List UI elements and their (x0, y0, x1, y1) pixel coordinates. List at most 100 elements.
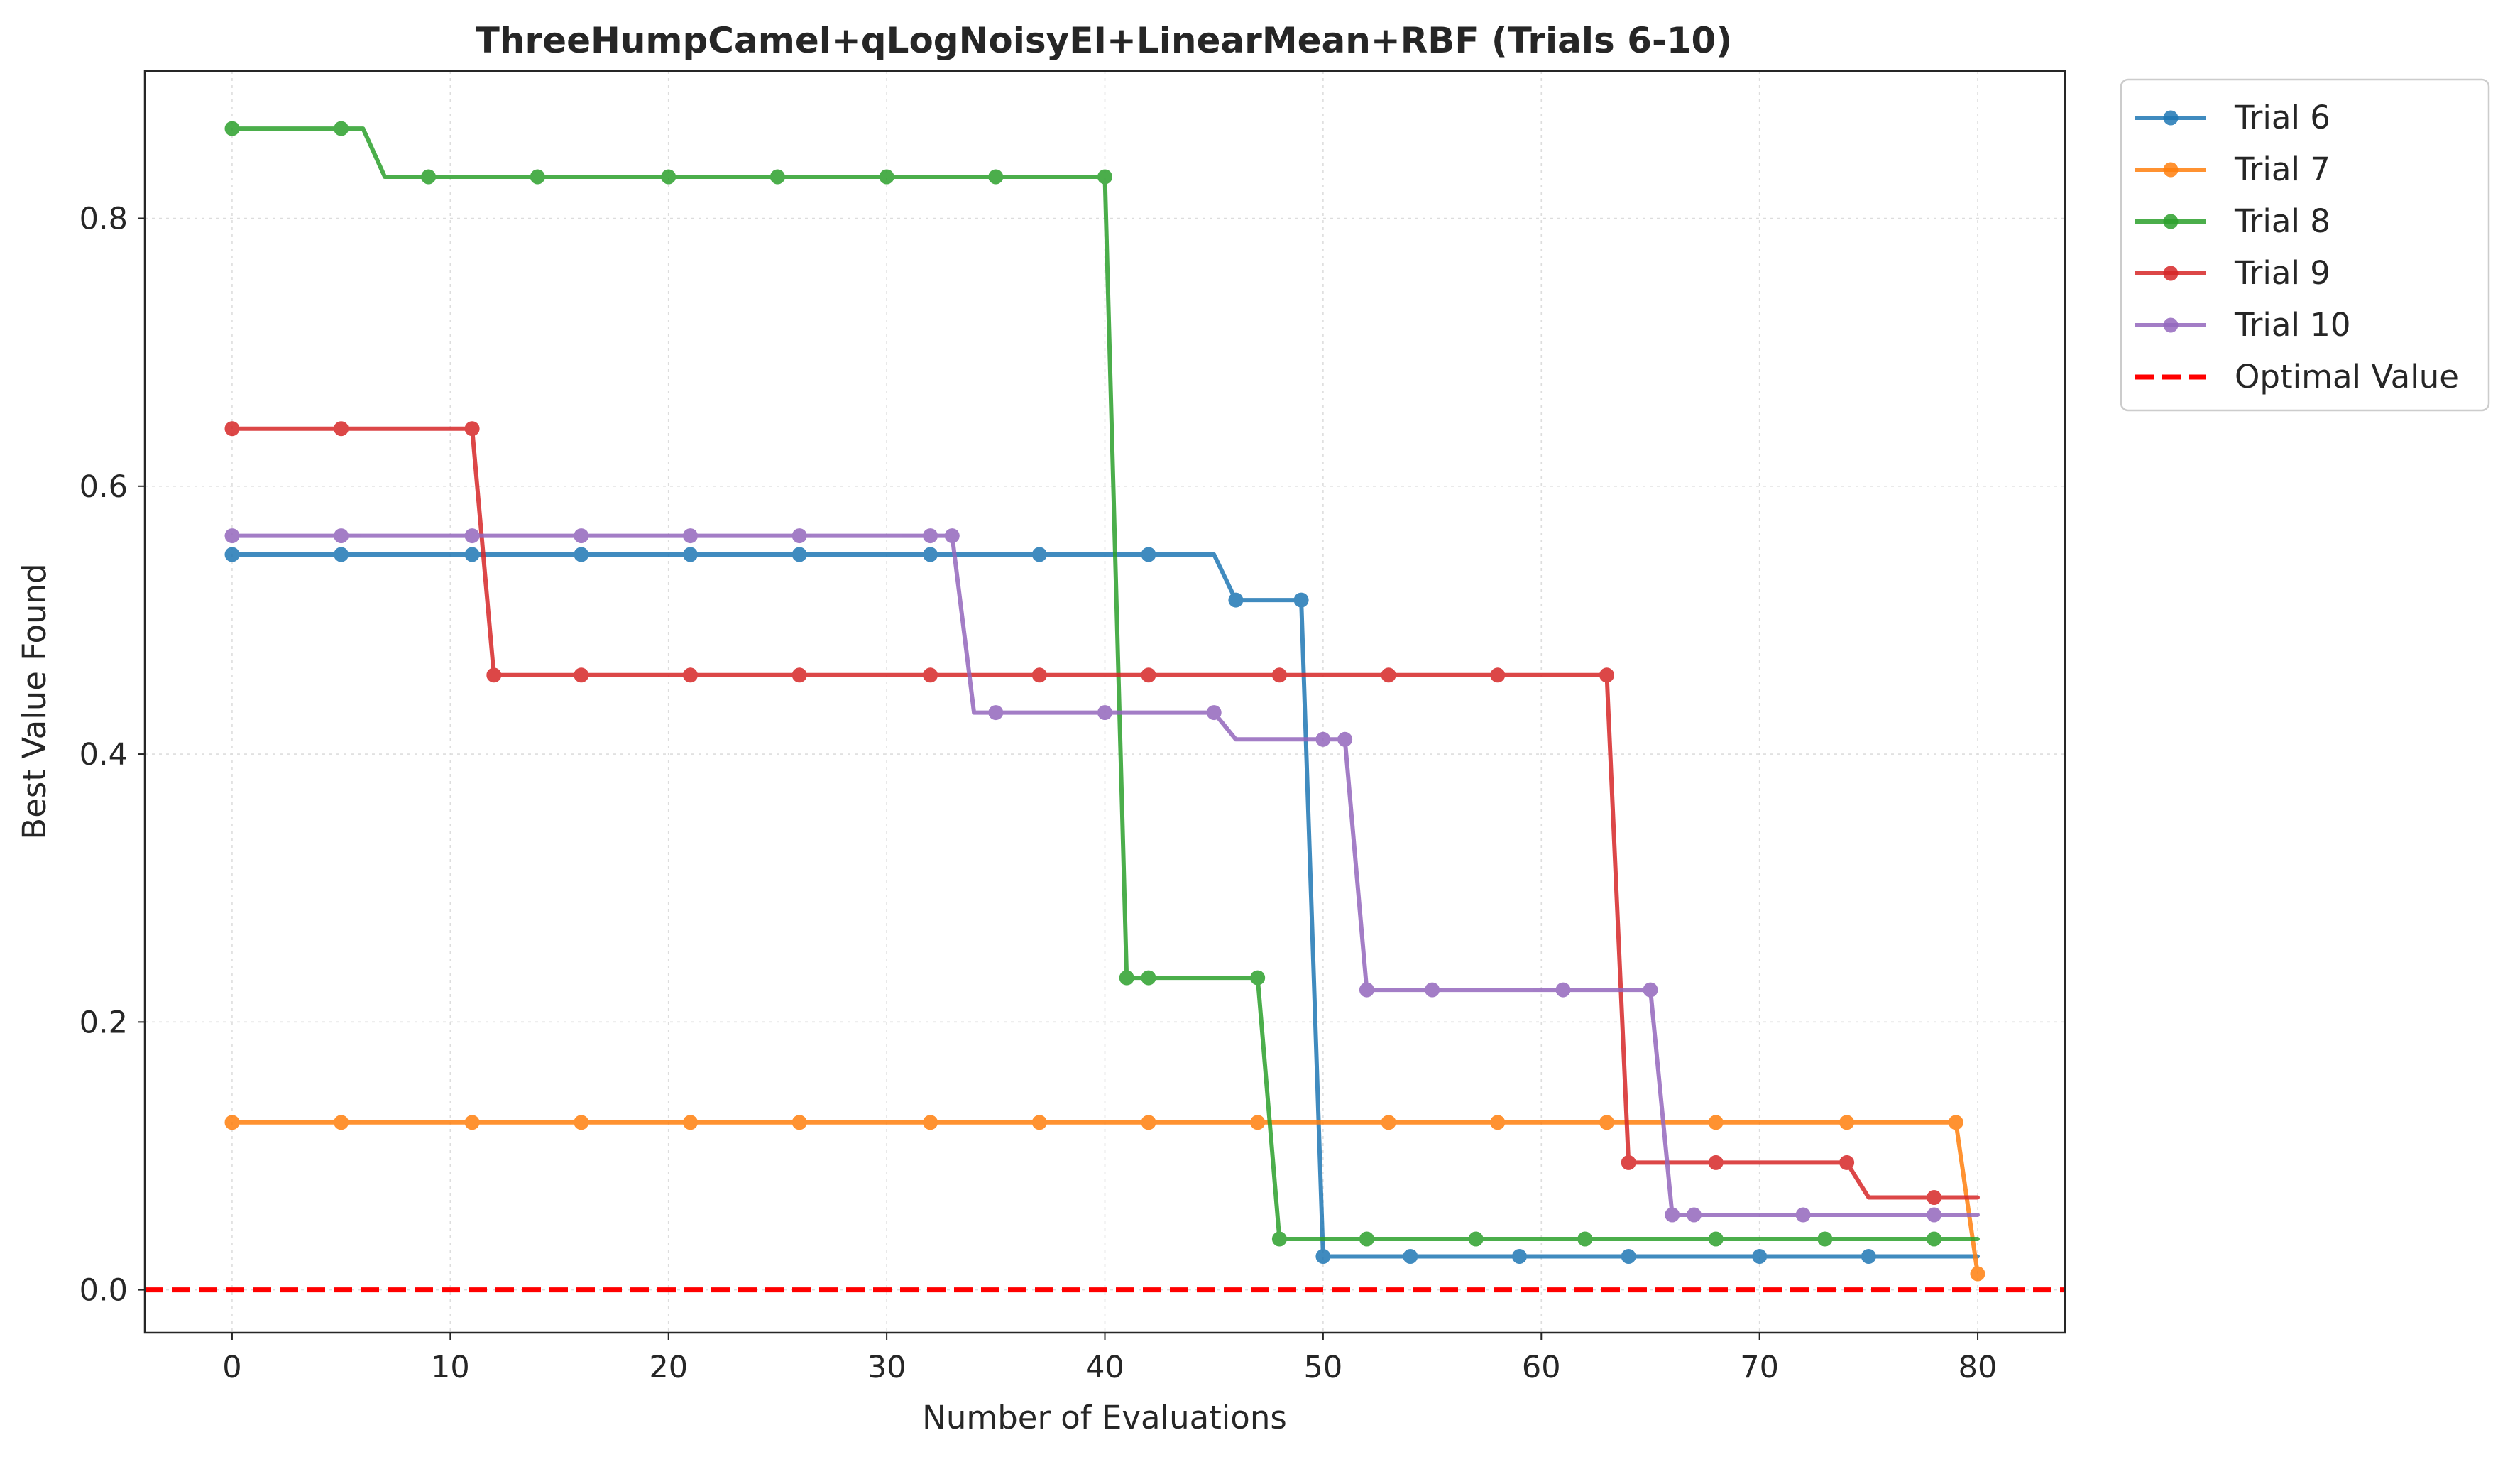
data-point (574, 667, 589, 683)
data-point (1665, 1207, 1680, 1223)
data-point (464, 547, 480, 562)
x-tick-label: 40 (1085, 1350, 1124, 1385)
legend-entry: Trial 8 (2135, 202, 2330, 240)
series-trial-10 (224, 528, 1980, 1223)
data-point (421, 169, 437, 185)
data-point (574, 547, 589, 562)
data-point (334, 421, 349, 437)
data-point (1031, 1115, 1047, 1130)
data-point (923, 1115, 938, 1130)
data-point (1621, 1155, 1636, 1170)
series-line (230, 533, 1980, 1217)
legend-marker (2163, 110, 2179, 126)
data-point (464, 528, 480, 544)
data-point (334, 528, 349, 544)
data-point (791, 667, 807, 683)
data-point (1031, 547, 1047, 562)
data-point (923, 667, 938, 683)
x-tick-label: 20 (649, 1350, 688, 1385)
data-point (1403, 1249, 1418, 1264)
data-point (1927, 1207, 1942, 1223)
data-point (224, 421, 240, 437)
y-axis-label: Best Value Found (16, 563, 53, 839)
x-tick-label: 60 (1522, 1350, 1561, 1385)
legend-label: Trial 8 (2234, 202, 2330, 240)
data-point (988, 169, 1004, 185)
x-tick-label: 10 (431, 1350, 470, 1385)
data-point (1293, 592, 1309, 608)
legend-label: Trial 6 (2234, 99, 2330, 136)
data-point (1381, 667, 1396, 683)
data-point (1337, 731, 1353, 747)
data-point (1468, 1231, 1484, 1247)
data-point (1381, 1115, 1396, 1130)
data-point (1686, 1207, 1702, 1223)
chart-title: ThreeHumpCamel+qLogNoisyEI+LinearMean+RB… (476, 20, 1732, 61)
data-point (1315, 731, 1331, 747)
data-point (683, 667, 698, 683)
legend-entry: Trial 10 (2135, 306, 2351, 344)
legend-marker (2163, 317, 2179, 333)
data-point (1097, 705, 1112, 721)
legend-label: Trial 7 (2234, 151, 2330, 188)
ticks: 0 10 20 30 40 50 60 70 80 0.0 0.2 0.4 0.6 0.8 (80, 202, 1998, 1385)
legend-label: Optimal Value (2235, 358, 2459, 395)
data-point (791, 528, 807, 544)
data-point (1861, 1249, 1876, 1264)
data-point (1250, 1115, 1266, 1130)
y-tick-label: 0.4 (80, 737, 128, 773)
data-point (988, 705, 1004, 721)
y-tick-label: 0.6 (80, 469, 128, 505)
data-point (1708, 1115, 1724, 1130)
data-point (1927, 1190, 1942, 1205)
legend-marker (2163, 266, 2179, 281)
data-point (1490, 667, 1506, 683)
data-point (486, 667, 502, 683)
series-trial-9 (224, 421, 1980, 1205)
legend-marker (2163, 162, 2179, 178)
data-point (224, 121, 240, 136)
data-point (683, 547, 698, 562)
data-point (683, 1115, 698, 1130)
series-layer (224, 121, 1985, 1282)
data-point (1359, 1231, 1374, 1247)
series-line (230, 126, 1980, 1241)
y-tick-label: 0.2 (80, 1005, 128, 1040)
data-point (1839, 1115, 1855, 1130)
data-point (1752, 1249, 1768, 1264)
data-point (1271, 1231, 1287, 1247)
legend-entry: Optimal Value (2135, 358, 2459, 395)
data-point (574, 1115, 589, 1130)
data-point (1577, 1231, 1593, 1247)
data-point (224, 528, 240, 544)
data-point (224, 1115, 240, 1130)
data-point (530, 169, 545, 185)
legend-label: Trial 10 (2234, 306, 2351, 344)
data-point (1141, 667, 1156, 683)
legend-entry: Trial 7 (2135, 151, 2330, 188)
x-axis-label: Number of Evaluations (922, 1399, 1287, 1436)
data-point (334, 1115, 349, 1130)
data-point (1643, 982, 1658, 998)
data-point (1795, 1207, 1811, 1223)
data-point (1031, 667, 1047, 683)
y-tick-label: 0.0 (80, 1273, 128, 1309)
data-point (1948, 1115, 1963, 1130)
data-point (1119, 970, 1134, 986)
data-point (1621, 1249, 1636, 1264)
data-point (791, 547, 807, 562)
data-point (661, 169, 676, 185)
data-point (1599, 667, 1614, 683)
legend-marker (2163, 214, 2179, 229)
series-trial-6 (224, 547, 1980, 1264)
series-line (230, 426, 1980, 1200)
data-point (1708, 1155, 1724, 1170)
data-point (1097, 169, 1112, 185)
x-tick-label: 50 (1304, 1350, 1343, 1385)
data-point (1206, 705, 1222, 721)
data-point (1271, 667, 1287, 683)
data-point (1141, 547, 1156, 562)
data-point (879, 169, 894, 185)
data-point (944, 528, 960, 544)
